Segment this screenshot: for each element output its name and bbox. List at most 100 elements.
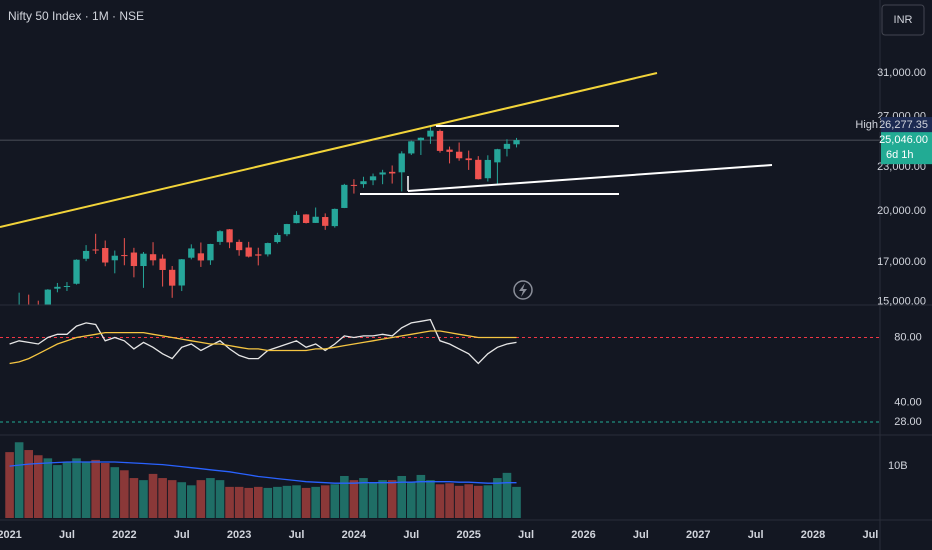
x-tick-label: 2023 (227, 529, 251, 541)
x-tick-label: 2028 (801, 529, 825, 541)
volume-bar (81, 461, 91, 518)
volume-bar (320, 485, 330, 518)
candle-body (398, 153, 405, 173)
volume-bar (206, 478, 215, 518)
volume-bar (120, 470, 129, 518)
candle-body (121, 255, 128, 257)
volume-bar (139, 480, 148, 518)
x-tick-label: Jul (174, 529, 190, 541)
candle-body (197, 253, 205, 261)
rsi-line (9, 330, 517, 365)
volume-bar (473, 485, 483, 518)
y-tick-label: 17,000.00 (877, 256, 926, 268)
candle-body (73, 259, 80, 284)
candle-body (245, 247, 252, 257)
volume-bar (359, 478, 368, 518)
y-tick-label: 15,000.00 (877, 296, 926, 308)
high-value-box (881, 117, 932, 134)
candle-body (283, 224, 291, 235)
volume-bar (273, 486, 282, 518)
volume-bar (340, 475, 349, 518)
candle-body (465, 158, 472, 161)
volume-bar (483, 485, 493, 518)
candle-body (92, 249, 99, 251)
volume-bar (454, 485, 464, 518)
candle-body (341, 184, 348, 208)
volume-bar (187, 485, 196, 518)
volume-bar (100, 463, 110, 518)
x-tick-label: Jul (862, 529, 878, 541)
volume-bar (5, 452, 14, 518)
candle-body (350, 184, 358, 186)
volume-bar (416, 474, 426, 518)
y-tick-label: 31,000.00 (877, 67, 926, 79)
high-title: High (855, 119, 878, 131)
candle-body (216, 231, 224, 242)
volume-bar (196, 480, 206, 518)
x-tick-label: 2025 (456, 529, 480, 541)
volume-pane (5, 442, 521, 518)
x-tick-label: 2027 (686, 529, 710, 541)
volume-bar (282, 485, 292, 518)
candle-body (54, 286, 61, 289)
volume-bar (502, 472, 512, 518)
candle-body (503, 143, 511, 149)
candle-body (293, 214, 300, 224)
currency-button[interactable] (881, 4, 925, 36)
trend-line (407, 164, 773, 192)
candle-body (188, 248, 195, 258)
x-tick-label: 2022 (112, 529, 136, 541)
last-price-box (881, 132, 932, 165)
x-tick-label: 2021 (0, 529, 22, 541)
volume-bar (263, 487, 273, 518)
currency[interactable]: INR (894, 14, 913, 26)
volume-bar (253, 486, 263, 518)
x-tick-label: Jul (518, 529, 534, 541)
volume-bar (33, 455, 43, 518)
x-tick-label: 2024 (342, 529, 367, 541)
volume-bar (301, 487, 311, 518)
candle-body (455, 151, 463, 159)
rsi-line (9, 318, 517, 365)
volume-bar (407, 482, 416, 518)
candle-body (494, 149, 501, 163)
rsi-pane (0, 318, 880, 423)
volume-bar (445, 483, 454, 518)
volume-ma (9, 461, 517, 484)
candle-body (102, 248, 109, 263)
y-tick-label: 28.00 (894, 416, 922, 428)
candle-body (427, 130, 434, 137)
y-tick-label: 40.00 (894, 396, 922, 408)
chart-title: Nifty 50 Index · 1M · NSE (8, 9, 144, 23)
candle-body (475, 159, 482, 180)
volume-bar (14, 442, 24, 518)
volume-bar (244, 487, 253, 518)
price-pane (0, 125, 880, 305)
x-tick-label: Jul (403, 529, 419, 541)
volume-bar (426, 480, 435, 518)
high-title-box (857, 118, 880, 133)
candle-body (207, 243, 214, 261)
candle-body (302, 214, 310, 223)
x-tick-label: Jul (59, 529, 75, 541)
volume-bar (464, 484, 473, 518)
candle-body (63, 285, 71, 287)
volume-bar (91, 459, 100, 518)
y-tick-label: 10B (888, 460, 908, 472)
candle-body (436, 130, 444, 151)
volume-bar (330, 484, 340, 518)
x-tick-label: Jul (289, 529, 305, 541)
volume-bar (177, 482, 187, 518)
candle-body (274, 234, 281, 243)
replay-icon[interactable] (513, 280, 533, 300)
candle-body (130, 252, 138, 267)
candle-body (159, 258, 166, 270)
x-tick-label: Jul (748, 529, 764, 541)
drawings (0, 72, 773, 228)
candle-body (264, 243, 271, 255)
candle-body (389, 171, 396, 174)
volume-bar (110, 467, 120, 518)
volume-bar (292, 485, 301, 518)
candle-body (369, 176, 377, 181)
